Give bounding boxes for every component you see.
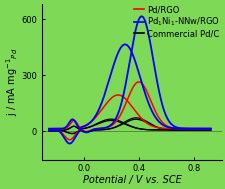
Legend: Pd/RGO, Pd$_1$Ni$_1$-NNw/RGO, Commercial Pd/C: Pd/RGO, Pd$_1$Ni$_1$-NNw/RGO, Commercial… [134,5,218,38]
Y-axis label: j / mA mg$^{-1}$$_{Pd}$: j / mA mg$^{-1}$$_{Pd}$ [4,48,20,116]
X-axis label: Potential / V vs. SCE: Potential / V vs. SCE [82,175,180,185]
